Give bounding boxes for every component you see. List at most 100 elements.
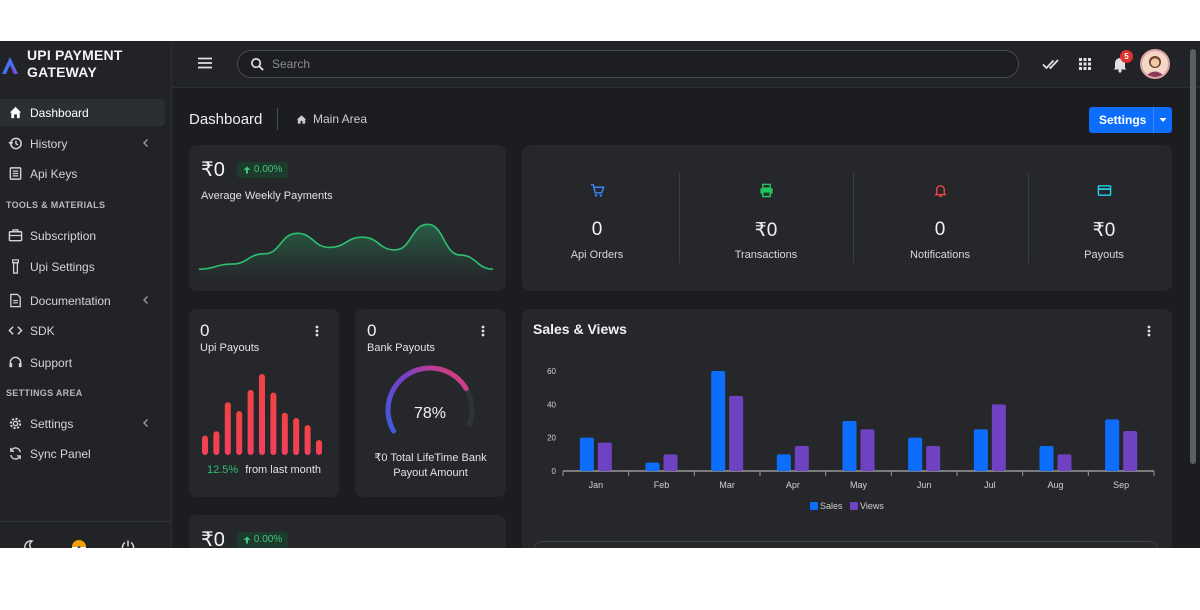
legend-swatch (810, 502, 818, 510)
kebab-menu-icon[interactable] (315, 325, 319, 337)
sidebar-item-dashboard[interactable]: Dashboard (0, 99, 165, 126)
box-icon (0, 228, 30, 243)
trend-line (199, 223, 494, 270)
bar-sales[interactable] (908, 437, 923, 471)
document-icon (0, 293, 30, 308)
bar-sales[interactable] (1039, 446, 1054, 471)
menu-icon[interactable] (196, 55, 214, 71)
kebab-menu-icon[interactable] (1147, 325, 1151, 337)
stat-divider (853, 173, 854, 263)
search-input[interactable] (272, 54, 972, 74)
bank-payouts-card: 0 Bank Payouts 78% ₹0 Total LifeTime Ban… (355, 309, 506, 497)
bar-views[interactable] (729, 396, 744, 471)
upi-bar (259, 374, 265, 455)
stat-notifications: 0 Notifications (865, 145, 1015, 291)
stat-divider (1028, 173, 1029, 263)
y-tick-label: 20 (547, 434, 556, 443)
y-tick-label: 40 (547, 400, 556, 409)
bar-sales[interactable] (1105, 419, 1120, 471)
stat-payouts: ₹0 Payouts (1029, 145, 1179, 291)
kebab-menu-icon[interactable] (481, 325, 485, 337)
search-box[interactable] (237, 50, 1019, 78)
weekly-change: 0.00% (253, 164, 283, 175)
legend-label[interactable]: Sales (820, 501, 843, 511)
legend-swatch (850, 502, 858, 510)
flag-icon[interactable] (71, 539, 87, 548)
bar-views[interactable] (991, 404, 1006, 471)
scrollbar[interactable] (1190, 49, 1196, 464)
sidebar-item-history[interactable]: History (0, 130, 165, 157)
stat-icon-circle (580, 173, 614, 207)
settings-dropdown-button[interactable]: Settings (1089, 107, 1172, 133)
trend-area (199, 224, 493, 275)
brand[interactable]: UPI PAYMENT GATEWAY (0, 47, 172, 87)
sidebar-item-sync-panel[interactable]: Sync Panel (0, 440, 165, 467)
chart-title: Sales & Views (533, 321, 627, 337)
moon-icon[interactable] (22, 539, 38, 548)
bottom-payments-card: ₹0 0.00% (189, 515, 506, 548)
power-icon[interactable] (120, 539, 136, 548)
home-icon (296, 114, 307, 124)
settings-button-label: Settings (1099, 113, 1147, 127)
bar-views[interactable] (794, 446, 809, 471)
upi-bar (236, 411, 243, 455)
upi-bar (202, 435, 208, 455)
bar-sales[interactable] (973, 429, 988, 471)
bar-sales[interactable] (579, 437, 594, 471)
legend-label[interactable]: Views (860, 501, 884, 511)
bar-sales[interactable] (776, 454, 791, 471)
x-tick-label: Jul (984, 480, 996, 490)
bar-views[interactable] (860, 429, 875, 471)
sidebar-item-documentation[interactable]: Documentation (0, 287, 165, 314)
stat-value: 0 (591, 219, 603, 240)
bar-views[interactable] (597, 442, 612, 471)
x-tick-label: Mar (719, 480, 735, 490)
breadcrumb-label: Main Area (313, 112, 368, 126)
button-divider (1153, 107, 1154, 133)
upi-payouts-bars (202, 374, 322, 455)
stat-value: ₹0 (1092, 220, 1116, 241)
bar-views[interactable] (1057, 454, 1072, 471)
app-window: UPI PAYMENT GATEWAY Dashboard History Ap… (0, 41, 1200, 548)
sidebar-item-label: Documentation (30, 293, 111, 308)
bar-sales[interactable] (645, 462, 660, 471)
caret-down-icon[interactable] (1154, 117, 1172, 123)
code-icon (0, 323, 30, 338)
breadcrumb[interactable]: Main Area (296, 112, 367, 126)
topbar: 5 (172, 41, 1200, 88)
bar-sales[interactable] (842, 421, 857, 471)
apps-grid-icon[interactable] (1075, 54, 1095, 74)
weekly-amount-row: ₹0 0.00% (201, 157, 289, 182)
bar-views[interactable] (663, 454, 678, 471)
sidebar-item-settings[interactable]: Settings (0, 410, 165, 437)
stat-divider (679, 173, 680, 263)
x-tick-label: Jan (589, 480, 604, 490)
arrow-up-icon (243, 536, 251, 543)
stat-value: ₹0 (754, 220, 778, 241)
sidebar-item-label: Api Keys (30, 166, 78, 181)
sidebar-item-support[interactable]: Support (0, 349, 165, 376)
bottom-change: 0.00% (253, 534, 283, 545)
search-icon (251, 58, 264, 71)
x-tick-label: Apr (786, 480, 800, 490)
sidebar-item-api-keys[interactable]: Api Keys (0, 160, 165, 187)
bar-sales[interactable] (711, 371, 726, 471)
sidebar-item-sdk[interactable]: SDK (0, 317, 165, 344)
bar-views[interactable] (926, 446, 941, 471)
sidebar-item-label: SDK (30, 323, 55, 338)
sidebar: UPI PAYMENT GATEWAY Dashboard History Ap… (0, 41, 172, 548)
stat-label: Api Orders (570, 249, 624, 261)
sidebar-item-label: Dashboard (30, 105, 89, 120)
chevron-left-icon (143, 419, 148, 427)
upi-payouts-label: Upi Payouts (200, 342, 260, 354)
sidebar-item-upi-settings[interactable]: Upi Settings (0, 253, 165, 280)
upi-bar (293, 418, 300, 455)
y-tick-label: 0 (552, 467, 557, 476)
history-icon (0, 136, 30, 151)
upi-bar (316, 440, 322, 455)
double-check-icon[interactable] (1041, 54, 1061, 74)
sidebar-item-subscription[interactable]: Subscription (0, 222, 165, 249)
bar-views[interactable] (1123, 431, 1138, 471)
avatar[interactable] (1140, 49, 1170, 79)
sales-views-card: Sales & Views 0 20 40 60 Jan Feb Mar Apr May Jun J… (522, 309, 1172, 548)
